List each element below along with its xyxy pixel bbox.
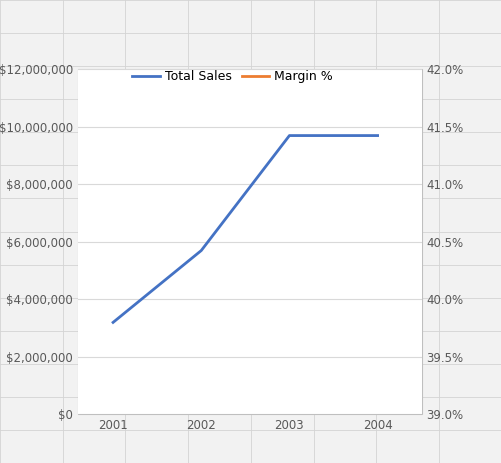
Margin % <box>286 107 292 113</box>
Margin % <box>198 239 204 245</box>
Margin % <box>110 274 116 279</box>
Legend: Total Sales, Margin %: Total Sales, Margin % <box>127 65 337 88</box>
Total Sales <box>374 133 380 138</box>
Total Sales <box>286 133 292 138</box>
Line: Total Sales: Total Sales <box>113 136 377 322</box>
Margin % <box>374 130 380 136</box>
Total Sales <box>110 319 116 325</box>
Total Sales <box>198 248 204 253</box>
Line: Margin %: Margin % <box>113 110 377 276</box>
